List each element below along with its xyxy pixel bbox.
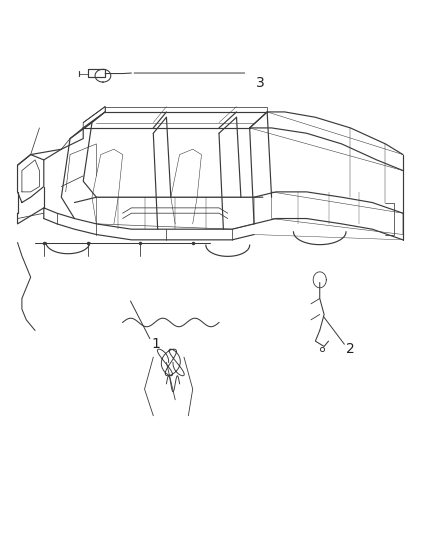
Text: 1: 1 — [151, 337, 160, 351]
Text: 2: 2 — [346, 342, 355, 356]
Text: 3: 3 — [256, 76, 265, 90]
